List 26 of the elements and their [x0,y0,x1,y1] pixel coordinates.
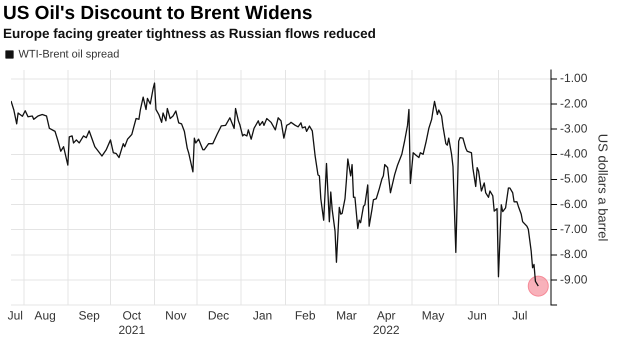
y-tick-label: -5.00 [560,172,588,186]
y-tick-label: -9.00 [560,272,588,286]
legend-label: WTI-Brent oil spread [18,48,120,61]
chart-subtitle: Europe facing greater tightness as Russian flows reduced [3,25,377,43]
x-tick-label: Aug [34,308,56,323]
x-tick-label: Dec [208,308,230,323]
y-tick-label: -2.00 [560,96,588,110]
y-tick-label: -4.00 [560,146,588,161]
y-tick-label: -6.00 [560,196,588,211]
x-tick-label: Feb [294,308,316,323]
x-tick-label: Jan [252,308,272,323]
y-axis-title: US dollars a barrel [596,134,611,242]
x-tick-label: Oct 2021 [118,308,146,338]
x-tick-label: Jun [467,308,487,323]
x-tick-label: Apr 2022 [372,308,400,338]
y-tick-label: -1.00 [560,71,588,86]
y-tick-label: -3.00 [560,121,588,136]
chart-title: US Oil's Discount to Brent Widens [3,2,314,25]
y-tick-label: -7.00 [560,222,588,236]
x-tick-label: Jul [512,308,528,323]
x-tick-label: Jul [8,308,23,323]
x-tick-label: Sep [78,308,100,323]
x-tick-label: Mar [336,308,357,323]
x-tick-label: Nov [165,308,187,323]
y-tick-label: -8.00 [560,247,588,262]
x-tick-label: May [422,308,444,323]
